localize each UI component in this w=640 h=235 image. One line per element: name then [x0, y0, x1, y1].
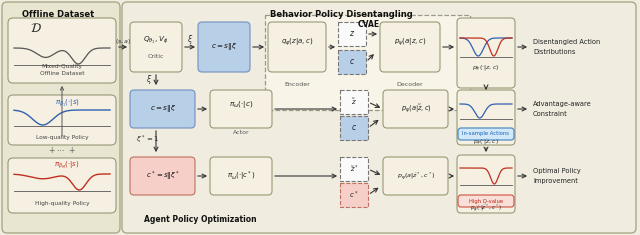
Text: $p_\phi(\cdot|z,c)$: $p_\phi(\cdot|z,c)$: [472, 63, 500, 73]
Text: $\pi_\omega(\cdot|c)$: $\pi_\omega(\cdot|c)$: [228, 98, 253, 110]
Text: Encoder: Encoder: [284, 82, 310, 86]
Text: $\pi_\omega(\cdot|c^*)$: $\pi_\omega(\cdot|c^*)$: [227, 169, 255, 183]
FancyBboxPatch shape: [383, 90, 448, 128]
Text: Behavior Policy Disentangling: Behavior Policy Disentangling: [270, 10, 413, 19]
FancyBboxPatch shape: [457, 18, 515, 88]
Text: Advantage-aware: Advantage-aware: [533, 101, 592, 107]
Text: $c$: $c$: [351, 124, 357, 133]
FancyBboxPatch shape: [130, 22, 182, 72]
Text: High-quality Policy: High-quality Policy: [35, 201, 90, 207]
Text: $(s,a)$: $(s,a)$: [115, 36, 131, 46]
FancyBboxPatch shape: [457, 90, 515, 145]
Text: Offline Dataset: Offline Dataset: [22, 10, 94, 19]
FancyBboxPatch shape: [8, 95, 116, 145]
Text: $p_\phi(\cdot|\tilde{z},c)$: $p_\phi(\cdot|\tilde{z},c)$: [473, 137, 499, 147]
FancyBboxPatch shape: [2, 2, 120, 233]
FancyBboxPatch shape: [198, 22, 250, 72]
Text: Distributions: Distributions: [533, 49, 575, 55]
Text: $\xi^* = 1$: $\xi^* = 1$: [136, 134, 159, 146]
Text: $c^*$: $c^*$: [349, 189, 358, 201]
Text: $\xi$: $\xi$: [146, 74, 152, 86]
Text: $c^* = s \| \xi^*$: $c^* = s \| \xi^*$: [146, 169, 180, 183]
Text: Optimal Policy: Optimal Policy: [533, 168, 580, 174]
Text: $\mathcal{D}$: $\mathcal{D}$: [30, 21, 42, 35]
Bar: [340, 90, 368, 114]
FancyBboxPatch shape: [383, 157, 448, 195]
Text: $p_\psi(a|\tilde{z}^*,c^*)$: $p_\psi(a|\tilde{z}^*,c^*)$: [397, 170, 435, 182]
Text: $c = s \| \xi$: $c = s \| \xi$: [150, 103, 176, 114]
FancyBboxPatch shape: [458, 128, 514, 140]
FancyBboxPatch shape: [380, 22, 440, 72]
Text: In-sample Actions: In-sample Actions: [463, 132, 509, 137]
FancyBboxPatch shape: [130, 157, 195, 195]
FancyBboxPatch shape: [210, 157, 272, 195]
Text: CVAE: CVAE: [358, 20, 380, 29]
FancyBboxPatch shape: [122, 2, 636, 233]
Text: Improvement: Improvement: [533, 178, 578, 184]
Text: $c$: $c$: [349, 58, 355, 67]
Text: $p_\psi(a|z,c)$: $p_\psi(a|z,c)$: [394, 36, 426, 48]
Text: $q_\varphi(z|a,c)$: $q_\varphi(z|a,c)$: [281, 36, 313, 48]
Text: Decoder: Decoder: [397, 82, 423, 86]
Bar: [340, 157, 368, 181]
Text: Critic: Critic: [148, 54, 164, 59]
Text: $+\ \cdots\ +$: $+\ \cdots\ +$: [48, 145, 76, 155]
Text: $p_\psi(a|\tilde{z},c)$: $p_\psi(a|\tilde{z},c)$: [401, 103, 431, 115]
Text: $z$: $z$: [349, 30, 355, 39]
Bar: [340, 116, 368, 140]
Text: $c = s \| \xi$: $c = s \| \xi$: [211, 42, 237, 52]
FancyBboxPatch shape: [8, 18, 116, 83]
FancyBboxPatch shape: [210, 90, 272, 128]
Bar: [338, 50, 366, 74]
Bar: [340, 183, 368, 207]
Text: Low-quality Policy: Low-quality Policy: [36, 134, 88, 140]
FancyBboxPatch shape: [457, 155, 515, 213]
Text: $\tilde{z}$: $\tilde{z}$: [351, 97, 357, 107]
Text: Disentangled Action: Disentangled Action: [533, 39, 600, 45]
Text: Constraint: Constraint: [533, 111, 568, 117]
Text: $\tilde{z}^*$: $\tilde{z}^*$: [349, 163, 358, 175]
Text: $Q_{\theta_1}, V_\phi$: $Q_{\theta_1}, V_\phi$: [143, 34, 168, 46]
Text: Actor: Actor: [233, 130, 250, 136]
Bar: [265, 15, 470, 110]
Text: $\pi_{\beta_1}(\cdot|s)$: $\pi_{\beta_1}(\cdot|s)$: [55, 97, 80, 109]
FancyBboxPatch shape: [458, 195, 514, 207]
Text: $p_\phi(\cdot|\tilde{z}^*,c^*)$: $p_\phi(\cdot|\tilde{z}^*,c^*)$: [470, 202, 502, 214]
Text: Agent Policy Optimization: Agent Policy Optimization: [144, 215, 256, 224]
Bar: [338, 22, 366, 46]
FancyBboxPatch shape: [268, 22, 326, 72]
Text: High Q-value: High Q-value: [469, 199, 503, 204]
FancyBboxPatch shape: [8, 158, 116, 213]
Text: $\pi_{\beta_M}(\cdot|s)$: $\pi_{\beta_M}(\cdot|s)$: [54, 159, 80, 171]
FancyBboxPatch shape: [130, 90, 195, 128]
Text: $\xi$: $\xi$: [187, 34, 193, 47]
Text: Mixed-Quality
Offline Dataset: Mixed-Quality Offline Dataset: [40, 64, 84, 76]
